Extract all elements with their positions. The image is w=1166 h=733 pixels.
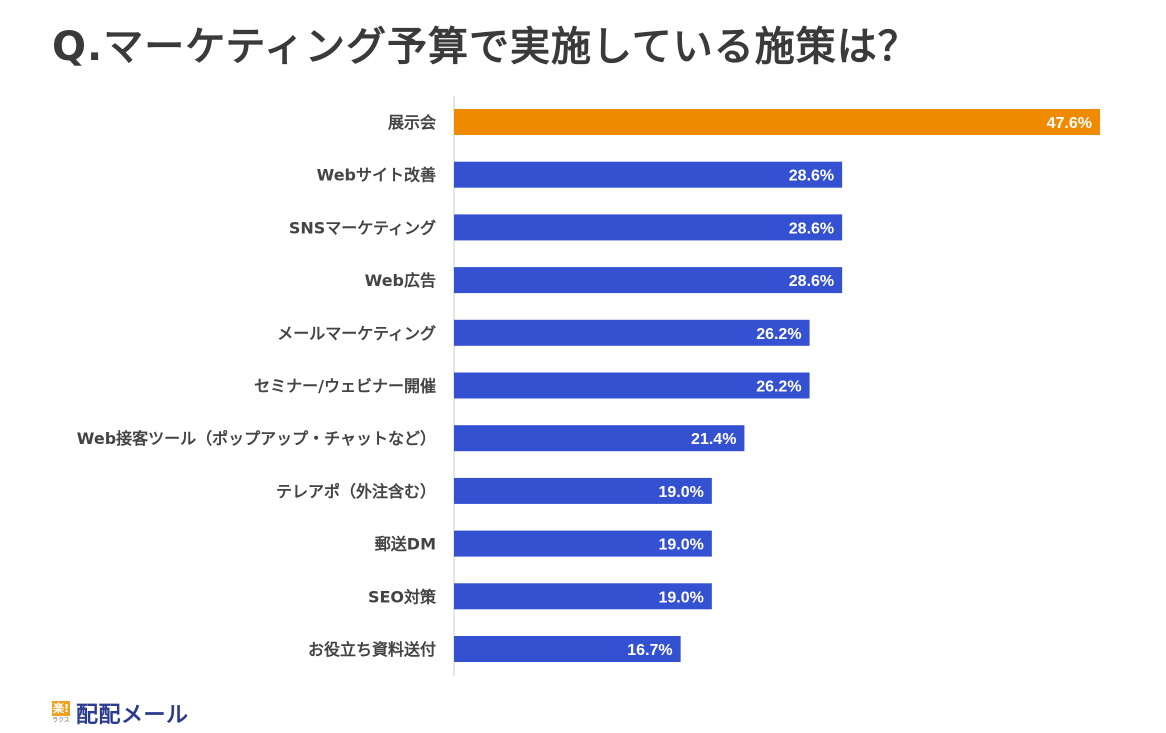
value-label: 21.4% — [691, 431, 736, 448]
logo-badge: 楽! — [52, 701, 70, 716]
bar-5 — [454, 372, 810, 399]
category-label: Web接客ツール（ポップアップ・チャットなど） — [77, 429, 436, 448]
logo-text: 配配メール — [76, 703, 189, 728]
value-label: 16.7% — [627, 642, 672, 659]
page-title: Q.マーケティング予算で実施している施策は？ — [52, 24, 919, 70]
category-label: メールマーケティング — [277, 324, 436, 343]
bar-9 — [454, 583, 712, 610]
bar-8 — [454, 530, 712, 557]
category-label: セミナー/ウェビナー開催 — [254, 377, 436, 396]
category-label: Webサイト改善 — [317, 166, 436, 185]
bar-2 — [454, 214, 843, 241]
category-label: Web広告 — [365, 271, 436, 290]
brand-logo: 楽! ラクス 配配メール — [52, 697, 189, 729]
bar-4 — [454, 319, 810, 346]
bar-0 — [454, 109, 1100, 135]
value-label: 26.2% — [756, 379, 801, 396]
value-label: 28.6% — [789, 168, 834, 185]
value-label: 19.0% — [658, 589, 703, 606]
rakus-logo-icon: 楽! ラクス — [52, 701, 70, 725]
category-label: 郵送DM — [375, 535, 436, 554]
category-label: テレアポ（外注含む） — [276, 482, 436, 501]
category-label: SEO対策 — [368, 587, 437, 606]
value-label: 26.2% — [756, 326, 801, 343]
value-label: 19.0% — [658, 484, 703, 501]
category-label: SNSマーケティング — [289, 218, 436, 237]
bar-7 — [454, 477, 712, 504]
bar-3 — [454, 267, 843, 294]
bar-1 — [454, 161, 843, 188]
value-label: 19.0% — [658, 537, 703, 554]
value-label: 28.6% — [789, 220, 834, 237]
category-label: 展示会 — [388, 113, 436, 132]
bar-6 — [454, 425, 745, 452]
value-label: 28.6% — [789, 273, 834, 290]
value-label: 47.6% — [1047, 115, 1092, 132]
category-label: お役立ち資料送付 — [308, 640, 436, 659]
bar-10 — [454, 636, 681, 662]
logo-sub: ラクス — [52, 717, 70, 724]
